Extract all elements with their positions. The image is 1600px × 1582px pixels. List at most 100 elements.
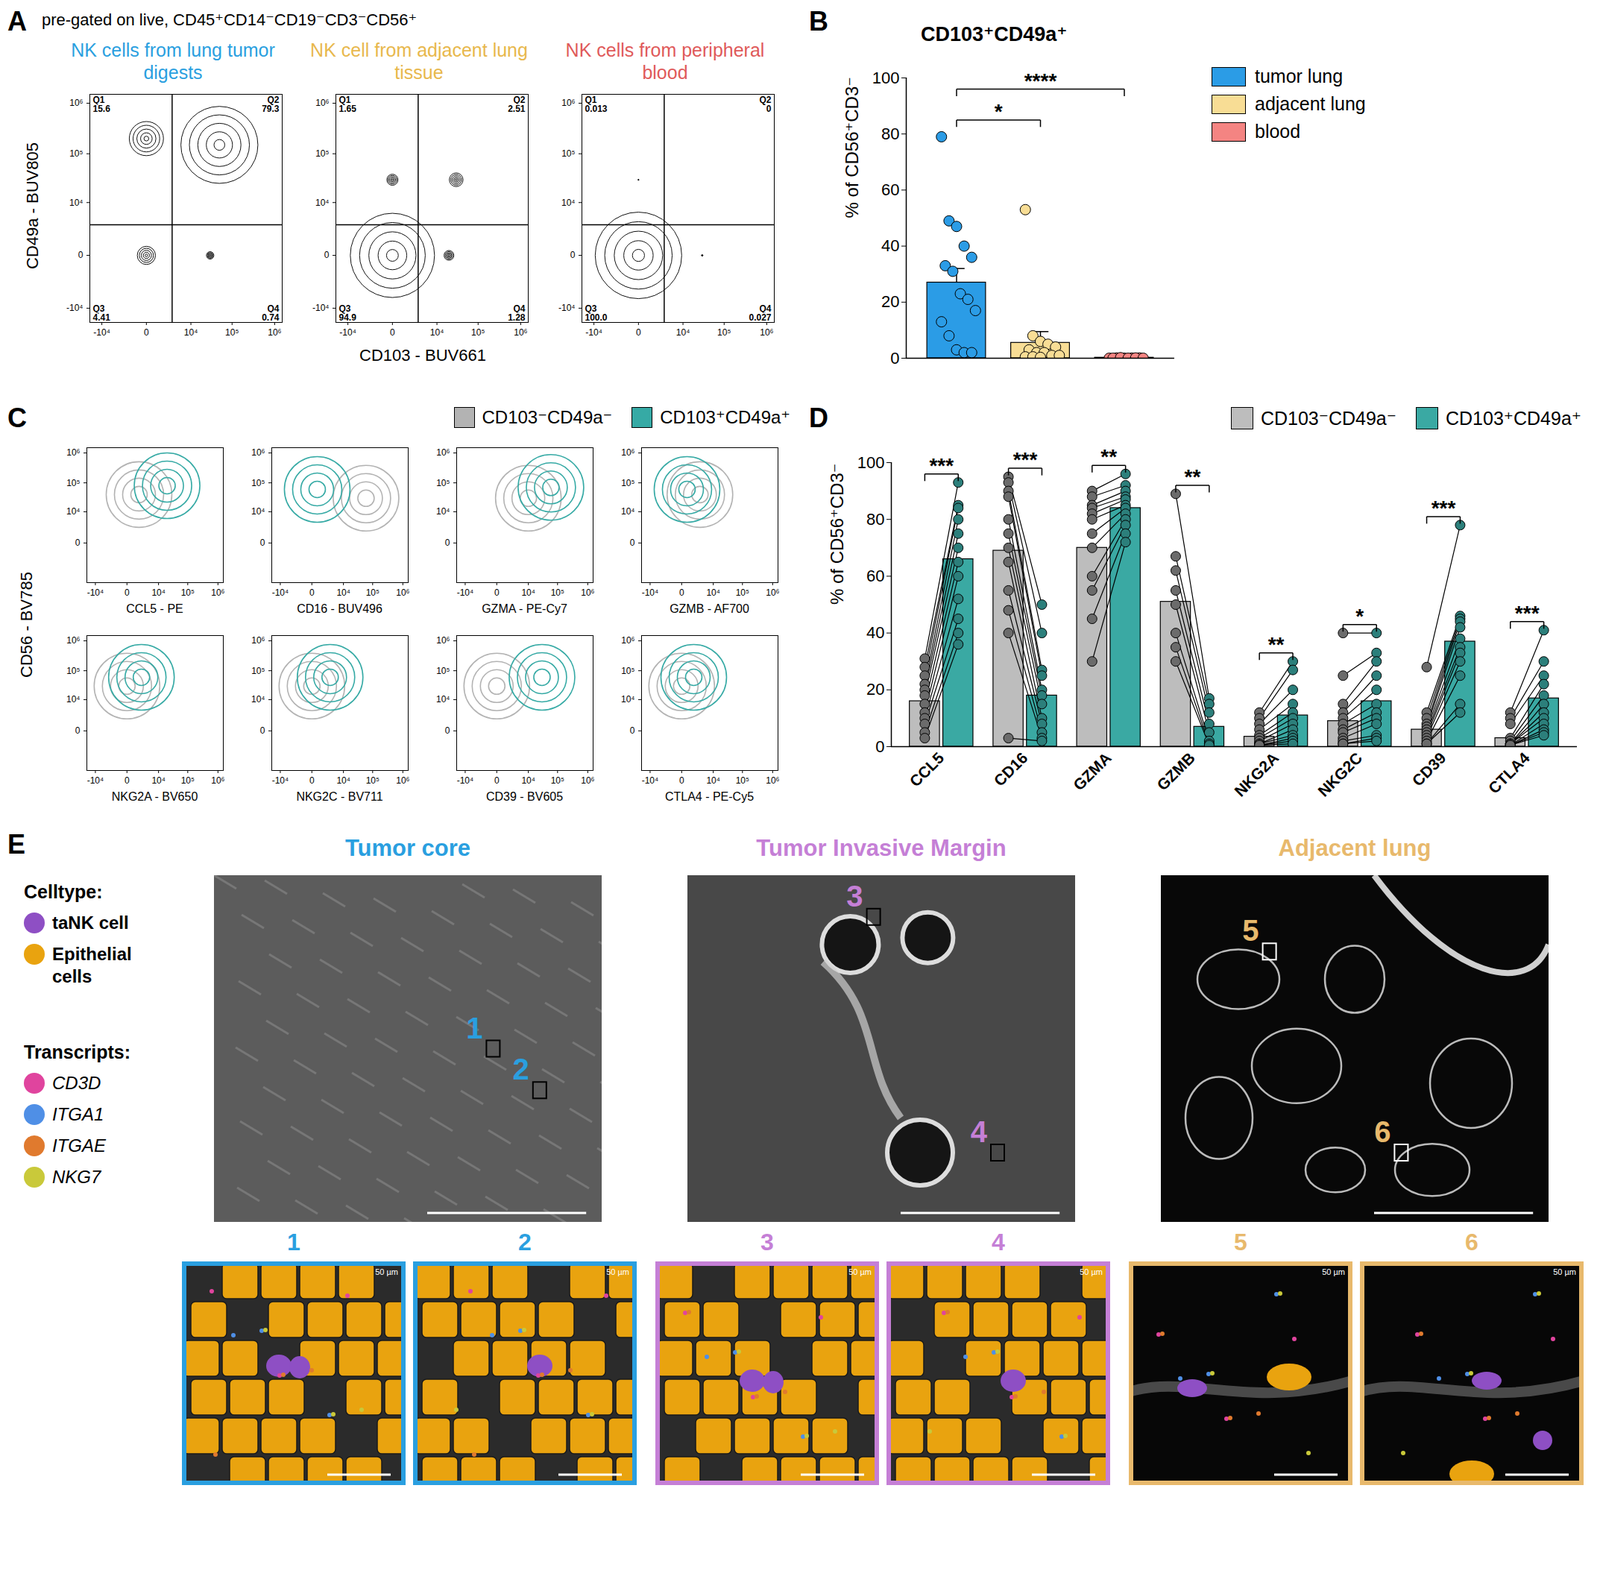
svg-text:0: 0 <box>75 537 81 548</box>
svg-text:10⁴: 10⁴ <box>521 775 536 786</box>
svg-text:Q11.65: Q11.65 <box>339 94 358 115</box>
svg-text:10⁶: 10⁶ <box>759 327 774 338</box>
svg-text:-10⁴: -10⁴ <box>312 302 330 314</box>
svg-text:10⁴: 10⁴ <box>430 327 445 338</box>
svg-text:0: 0 <box>494 587 500 598</box>
svg-text:10⁴: 10⁴ <box>621 694 636 705</box>
svg-text:5: 5 <box>1242 914 1259 947</box>
svg-text:0: 0 <box>389 327 396 338</box>
svg-text:10⁵: 10⁵ <box>471 327 485 338</box>
svg-text:10⁴: 10⁴ <box>521 587 536 598</box>
svg-text:0: 0 <box>143 327 150 338</box>
svg-text:-10⁴: -10⁴ <box>87 587 104 598</box>
svg-text:10⁵: 10⁵ <box>436 477 450 488</box>
svg-text:50 µm: 50 µm <box>1079 1267 1103 1277</box>
svg-text:10⁴: 10⁴ <box>436 506 451 517</box>
svg-text:10⁵: 10⁵ <box>366 587 380 598</box>
svg-text:CD39: CD39 <box>1408 749 1449 790</box>
svg-text:10⁶: 10⁶ <box>621 447 635 458</box>
svg-text:10⁶: 10⁶ <box>561 97 575 109</box>
svg-text:-10⁴: -10⁴ <box>66 302 84 314</box>
svg-text:6: 6 <box>1374 1115 1391 1149</box>
svg-text:10⁶: 10⁶ <box>436 635 450 646</box>
svg-text:****: **** <box>1024 69 1058 93</box>
svg-text:10⁵: 10⁵ <box>66 665 80 676</box>
svg-text:10⁶: 10⁶ <box>765 775 780 786</box>
svg-text:10⁵: 10⁵ <box>315 148 329 159</box>
svg-text:10⁶: 10⁶ <box>580 775 595 786</box>
svg-text:10⁵: 10⁵ <box>621 477 635 488</box>
svg-text:**: ** <box>1100 445 1117 469</box>
svg-text:-10⁴: -10⁴ <box>272 775 290 786</box>
svg-text:0: 0 <box>445 537 451 548</box>
svg-text:10⁴: 10⁴ <box>184 327 199 338</box>
svg-text:***: *** <box>1431 496 1457 520</box>
svg-text:10⁶: 10⁶ <box>210 587 225 598</box>
svg-text:0: 0 <box>679 587 685 598</box>
svg-text:Q3100.0: Q3100.0 <box>585 303 608 323</box>
svg-text:1: 1 <box>465 1011 483 1045</box>
svg-text:10⁵: 10⁵ <box>735 587 750 598</box>
svg-text:*: * <box>1355 604 1364 628</box>
svg-text:10⁶: 10⁶ <box>251 635 265 646</box>
svg-text:10⁴: 10⁴ <box>706 587 721 598</box>
svg-text:10⁴: 10⁴ <box>436 694 451 705</box>
svg-text:-10⁴: -10⁴ <box>87 775 104 786</box>
svg-text:CD16: CD16 <box>990 749 1031 790</box>
svg-text:50 µm: 50 µm <box>375 1267 399 1277</box>
svg-text:50 µm: 50 µm <box>1553 1267 1577 1277</box>
svg-text:10⁴: 10⁴ <box>315 197 330 209</box>
svg-text:0: 0 <box>260 537 266 548</box>
svg-text:10⁵: 10⁵ <box>735 775 750 786</box>
svg-text:100: 100 <box>857 453 885 472</box>
svg-text:0: 0 <box>635 327 642 338</box>
svg-text:***: *** <box>928 454 954 478</box>
svg-text:10⁵: 10⁵ <box>366 775 380 786</box>
svg-text:% of CD56⁺CD3⁻: % of CD56⁺CD3⁻ <box>841 76 862 218</box>
svg-text:GZMB: GZMB <box>1153 749 1199 795</box>
svg-text:10⁶: 10⁶ <box>267 327 282 338</box>
svg-text:10⁶: 10⁶ <box>395 775 410 786</box>
svg-text:*: * <box>994 99 1003 124</box>
svg-text:0: 0 <box>875 737 885 757</box>
svg-text:10⁶: 10⁶ <box>580 587 595 598</box>
svg-text:10⁵: 10⁵ <box>251 665 265 676</box>
svg-text:10⁶: 10⁶ <box>251 447 265 458</box>
svg-text:-10⁴: -10⁴ <box>585 327 603 338</box>
svg-text:20: 20 <box>881 292 900 311</box>
svg-text:NKG2A: NKG2A <box>1230 749 1282 800</box>
svg-text:0: 0 <box>570 249 576 261</box>
svg-text:10⁵: 10⁵ <box>181 587 195 598</box>
svg-text:0: 0 <box>324 249 330 261</box>
svg-text:0: 0 <box>494 775 500 786</box>
svg-text:10⁶: 10⁶ <box>621 635 635 646</box>
svg-text:10⁶: 10⁶ <box>69 97 83 109</box>
svg-text:-10⁴: -10⁴ <box>457 587 475 598</box>
svg-text:**: ** <box>1184 465 1202 489</box>
svg-text:0: 0 <box>890 348 900 368</box>
svg-text:Q34.41: Q34.41 <box>93 303 112 323</box>
svg-text:10⁵: 10⁵ <box>561 148 575 159</box>
svg-text:10⁵: 10⁵ <box>181 775 195 786</box>
svg-text:Q10.013: Q10.013 <box>585 94 608 115</box>
svg-text:10⁵: 10⁵ <box>550 587 565 598</box>
svg-text:10⁶: 10⁶ <box>765 587 780 598</box>
svg-text:0: 0 <box>260 725 266 736</box>
svg-text:10⁶: 10⁶ <box>395 587 410 598</box>
svg-text:% of CD56⁺CD3⁻: % of CD56⁺CD3⁻ <box>826 463 847 605</box>
svg-text:***: *** <box>1515 601 1540 625</box>
svg-text:50 µm: 50 µm <box>606 1267 630 1277</box>
svg-text:10⁴: 10⁴ <box>251 694 266 705</box>
svg-text:10⁶: 10⁶ <box>513 327 528 338</box>
svg-text:Q279.3: Q279.3 <box>261 94 280 115</box>
svg-text:10⁴: 10⁴ <box>621 506 636 517</box>
svg-text:GZMA: GZMA <box>1069 749 1115 795</box>
svg-text:10⁴: 10⁴ <box>151 775 166 786</box>
svg-text:10⁴: 10⁴ <box>66 506 81 517</box>
svg-text:10⁴: 10⁴ <box>69 197 84 209</box>
svg-text:10⁴: 10⁴ <box>336 587 351 598</box>
svg-text:-10⁴: -10⁴ <box>457 775 475 786</box>
svg-text:100: 100 <box>872 68 900 88</box>
svg-text:Q115.6: Q115.6 <box>93 94 112 115</box>
svg-text:60: 60 <box>866 566 885 586</box>
